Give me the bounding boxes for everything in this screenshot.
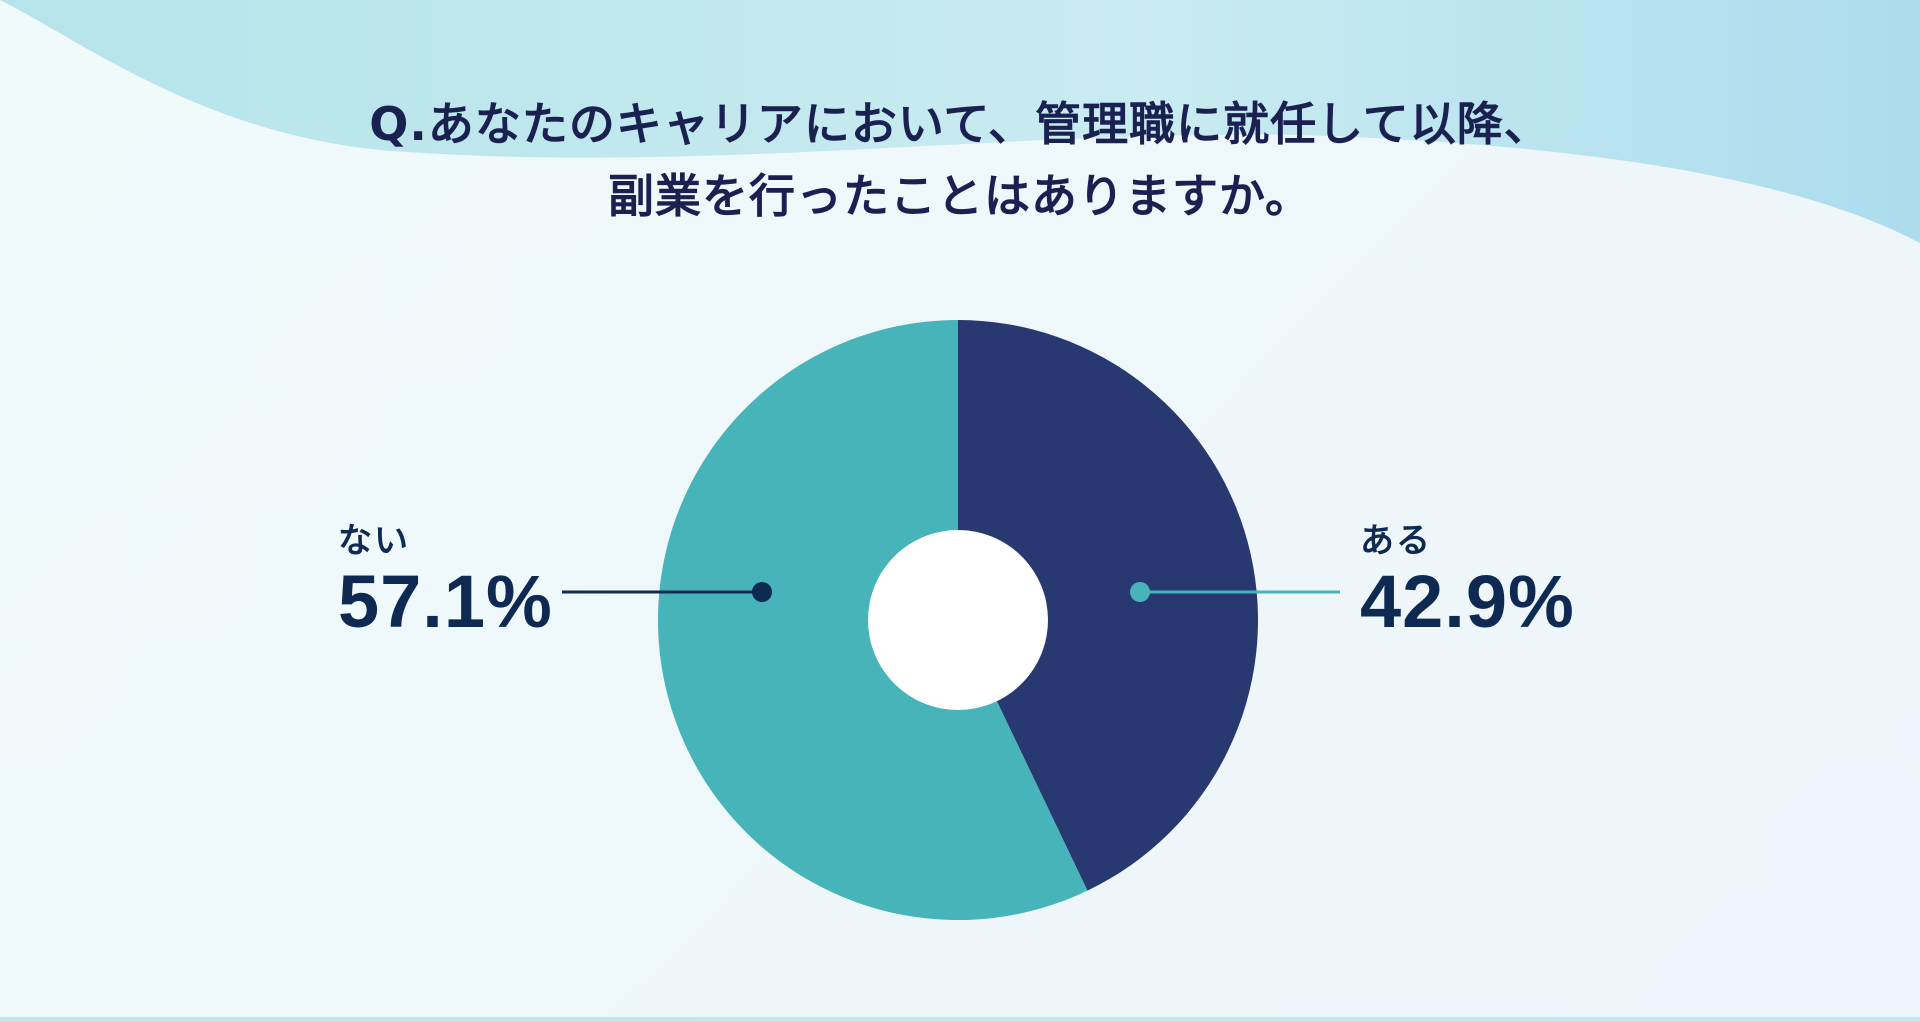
bottom-rule <box>0 1017 1920 1022</box>
callout-dot-nai <box>752 582 772 602</box>
slice-percent-nai: 57.1% <box>338 560 553 643</box>
chart-title-line-2: 副業を行ったことはありますか。 <box>607 169 1313 223</box>
donut-hole <box>868 530 1048 710</box>
chart-title-line-1: Q.あなたのキャリアにおいて、管理職に就任して以降、 <box>369 97 1551 151</box>
slice-percent-aru: 42.9% <box>1360 560 1575 643</box>
callout-nai <box>562 582 772 602</box>
slice-category-nai: ない <box>338 521 410 561</box>
callout-aru <box>1130 582 1340 602</box>
slice-label-nai: ない 57.1% <box>338 520 553 642</box>
chart-title: Q.あなたのキャリアにおいて、管理職に就任して以降、 副業を行ったことはあります… <box>0 88 1920 232</box>
slice-category-aru: ある <box>1360 521 1432 561</box>
slice-label-aru: ある 42.9% <box>1360 520 1575 642</box>
callout-dot-aru <box>1130 582 1150 602</box>
donut-slice-aru <box>958 319 1259 891</box>
